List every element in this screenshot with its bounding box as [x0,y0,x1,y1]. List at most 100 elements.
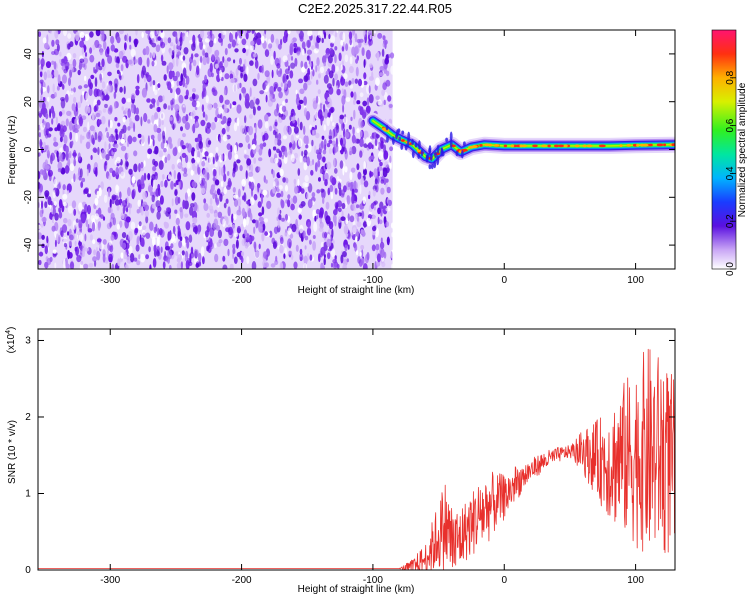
noise-blob [136,209,140,214]
noise-blob [145,45,150,56]
noise-blob [382,205,388,215]
noise-blob [126,187,131,197]
noise-blob [42,96,46,102]
colorbar-axis: 0.0 0.2 0.4 0.6 0.8 [725,70,736,276]
noise-blob [165,245,170,251]
noise-blob [153,123,158,133]
noise-blob [182,77,186,88]
noise-blob [321,37,324,44]
noise-blob [71,200,77,209]
noise-blob [96,238,102,243]
noise-blob [364,34,368,42]
noise-blob [222,255,226,262]
noise-blob [339,63,342,70]
noise-blob [245,45,249,50]
noise-blob [73,87,76,93]
noise-blob [167,153,171,161]
noise-blob [244,125,248,135]
signal-streak [429,153,433,162]
noise-blob [254,124,258,134]
noise-blob [344,81,349,87]
noise-blob [143,160,146,168]
noise-blob [356,100,361,105]
noise-blob [264,30,267,35]
noise-blob [338,187,342,197]
noise-blob [183,167,188,174]
noise-blob [111,263,115,269]
noise-blob [128,207,131,215]
noise-blob [263,251,268,259]
noise-blob [326,116,331,127]
noise-blob [317,65,320,72]
noise-blob [206,55,210,65]
signal-streak [407,131,411,141]
noise-blob [75,132,78,142]
noise-blob [74,240,77,247]
noise-blob [156,127,162,133]
noise-blob [44,165,50,170]
noise-blob [129,44,132,50]
noise-blob [58,207,61,213]
noise-blob [245,47,249,57]
noise-blob [217,114,222,119]
signal-streak [455,150,459,157]
noise-blob [44,190,50,198]
noise-blob [323,138,327,147]
noise-blob [54,239,57,248]
noise-blob [314,162,318,172]
noise-blob [234,48,239,53]
noise-blob [68,240,73,247]
noise-blob [110,44,116,52]
noise-blob [283,125,289,135]
noise-blob [127,126,131,131]
signal-streak [420,149,424,157]
noise-blob [212,89,218,97]
noise-blob [152,158,156,166]
noise-blob [214,49,220,57]
noise-blob [223,173,227,182]
noise-blob [316,215,319,220]
noise-blob [182,55,186,61]
noise-blob [191,100,197,108]
noise-blob [353,91,357,102]
x-tick-label: -300 [100,275,120,286]
noise-blob [386,237,390,243]
noise-blob [149,31,155,39]
noise-blob [269,85,275,95]
noise-blob [295,96,301,106]
noise-blob [162,95,165,101]
noise-blob [159,112,165,121]
noise-blob [340,254,344,264]
noise-blob [348,31,353,40]
noise-blob [94,213,100,220]
noise-blob [294,57,298,67]
snr-plot-area [38,348,675,570]
noise-blob [309,254,313,261]
noise-blob [193,248,198,259]
noise-blob [142,191,147,200]
noise-blob [387,95,392,102]
noise-blob [132,136,137,143]
noise-blob [212,192,216,200]
noise-blob [290,134,295,145]
noise-blob [349,56,353,65]
noise-blob [201,160,206,167]
noise-blob [254,185,257,191]
noise-blob [306,39,311,48]
noise-blob [161,60,167,66]
noise-blob [198,252,202,263]
noise-blob [369,170,372,178]
noise-blob [175,109,179,119]
noise-blob [157,234,161,240]
noise-blob [364,254,369,264]
noise-blob [373,168,378,178]
noise-blob [155,200,161,208]
noise-blob [98,65,103,71]
noise-blob [330,108,334,114]
noise-blob [191,43,196,51]
noise-blob [158,160,164,171]
noise-blob [306,156,311,167]
noise-blob [201,104,205,112]
noise-blob [265,179,268,184]
noise-blob [214,116,218,123]
